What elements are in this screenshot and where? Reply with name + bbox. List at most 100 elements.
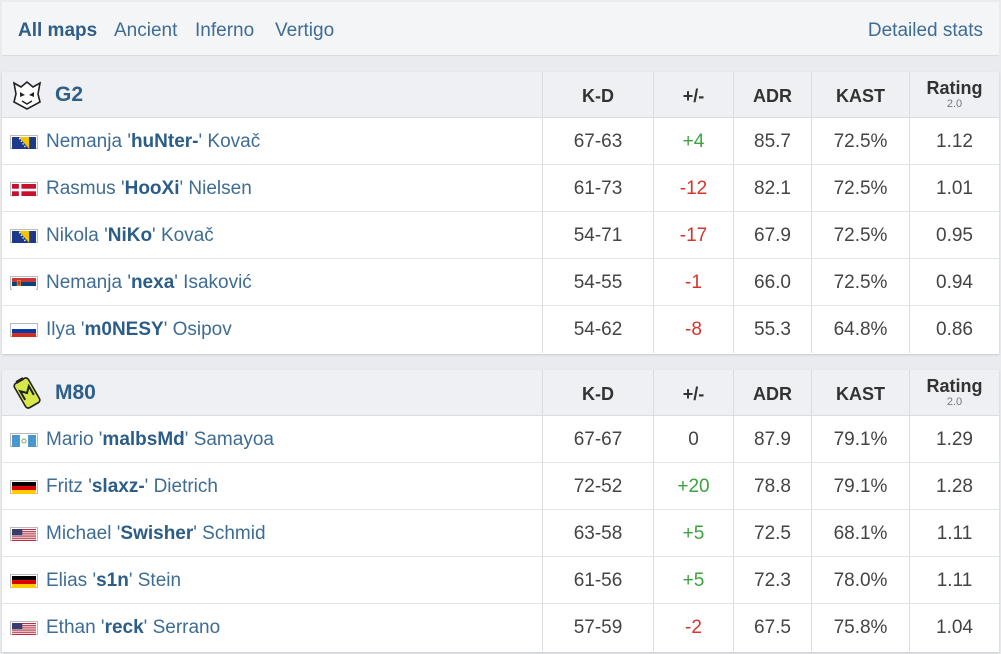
team-name[interactable]: G2 [55, 83, 84, 106]
russia-flag-icon [10, 323, 38, 337]
player-nickname: malbsMd [102, 429, 185, 450]
plus-minus-value: -12 [679, 178, 708, 199]
player-last-name: Kovač [207, 131, 261, 152]
plus-minus-value: -17 [679, 225, 708, 246]
player-last-name: Serrano [152, 617, 221, 638]
kast-value: 75.8% [833, 617, 888, 638]
rating-value: 1.11 [936, 570, 973, 591]
table-row: Ilya 'm0NESY' Osipov 54-62 -8 55.3 64.8% 0.86 [2, 306, 999, 353]
rating-value: 0.95 [936, 225, 973, 246]
denmark-flag-icon [10, 182, 38, 196]
player-first-name: Elias [46, 570, 88, 591]
table-row: Elias 's1n' Stein 61-56 +5 72.3 78.0% 1.11 [2, 557, 999, 604]
col-kd[interactable]: K-D [582, 86, 614, 106]
col-kd[interactable]: K-D [582, 384, 614, 404]
player-first-name: Fritz [46, 476, 83, 497]
player-last-name: Osipov [172, 319, 232, 340]
kast-value: 79.1% [833, 429, 888, 450]
player-link[interactable]: Ethan 'reck' Serrano [46, 617, 221, 638]
serbia-flag-icon [10, 276, 38, 290]
plus-minus-value: +5 [682, 570, 705, 591]
rating-value: 0.86 [936, 319, 973, 340]
player-first-name: Mario [46, 429, 94, 450]
player-link[interactable]: Elias 's1n' Stein [46, 570, 182, 591]
kd-value: 67-63 [573, 131, 623, 152]
player-link[interactable]: Fritz 'slaxz-' Dietrich [46, 476, 218, 497]
player-link[interactable]: Nikola 'NiKo' Kovač [46, 225, 214, 246]
team-header: G2 K-D +/- ADR KAST Rating 2.0 [2, 72, 999, 118]
plus-minus-value: +4 [682, 131, 705, 152]
kast-value: 72.5% [833, 131, 888, 152]
player-first-name: Ilya [46, 319, 76, 340]
kast-value: 72.5% [833, 272, 888, 293]
m80-logo-icon [13, 377, 41, 409]
player-link[interactable]: Nemanja 'nexa' Isaković [46, 272, 252, 293]
player-link[interactable]: Nemanja 'huNter-' Kovač [46, 131, 261, 152]
kd-value: 72-52 [573, 476, 623, 497]
player-nickname: slaxz- [91, 476, 145, 497]
player-link[interactable]: Michael 'Swisher' Schmid [46, 523, 266, 544]
player-nickname: huNter- [130, 131, 199, 152]
bosnia-flag-icon [10, 229, 38, 243]
player-first-name: Ethan [46, 617, 96, 638]
table-row: Nikola 'NiKo' Kovač 54-71 -17 67.9 72.5% 0.95 [2, 212, 999, 259]
kd-value: 54-62 [573, 319, 623, 340]
guatemala-flag-icon [10, 433, 38, 447]
tab-ancient[interactable]: Ancient [114, 20, 178, 41]
adr-value: 72.5 [754, 523, 791, 544]
kd-value: 54-71 [573, 225, 623, 246]
col-plus-minus[interactable]: +/- [682, 384, 705, 404]
player-last-name: Dietrich [153, 476, 218, 497]
kd-value: 61-73 [573, 178, 623, 199]
table-row: Mario 'malbsMd' Samayoa 67-67 0 87.9 79.1% 1.… [2, 416, 999, 463]
kast-value: 68.1% [833, 523, 888, 544]
col-adr[interactable]: ADR [753, 86, 792, 106]
kd-value: 63-58 [573, 523, 623, 544]
col-kast[interactable]: KAST [836, 384, 885, 404]
player-nickname: m0NESY [84, 319, 164, 340]
player-nickname: HooXi [124, 178, 180, 199]
player-link[interactable]: Mario 'malbsMd' Samayoa [46, 429, 274, 450]
team-name[interactable]: M80 [55, 381, 96, 404]
adr-value: 82.1 [754, 178, 791, 199]
plus-minus-value: 0 [688, 429, 699, 450]
usa-flag-icon [10, 621, 38, 635]
player-last-name: Nielsen [188, 178, 252, 199]
adr-value: 66.0 [754, 272, 791, 293]
adr-value: 87.9 [754, 429, 791, 450]
plus-minus-value: -2 [685, 617, 702, 638]
player-last-name: Samayoa [193, 429, 274, 450]
adr-value: 67.5 [754, 617, 791, 638]
player-link[interactable]: Rasmus 'HooXi' Nielsen [46, 178, 252, 199]
team-table-m80: M80 K-D +/- ADR KAST Rating 2.0 Mario 'm… [2, 370, 999, 652]
player-first-name: Rasmus [46, 178, 116, 199]
rating-value: 1.12 [936, 131, 973, 152]
player-link[interactable]: Ilya 'm0NESY' Osipov [46, 319, 232, 340]
col-plus-minus[interactable]: +/- [682, 86, 705, 106]
col-adr[interactable]: ADR [753, 384, 792, 404]
tab-inferno[interactable]: Inferno [195, 20, 255, 41]
col-rating[interactable]: Rating [926, 376, 983, 396]
germany-flag-icon [10, 480, 38, 494]
rating-value: 1.29 [936, 429, 973, 450]
kd-value: 61-56 [573, 570, 623, 591]
kd-value: 54-55 [573, 272, 623, 293]
detailed-stats-link[interactable]: Detailed stats [867, 20, 983, 41]
rating-value: 0.94 [936, 272, 973, 293]
player-nickname: s1n [96, 570, 129, 591]
tab-all-maps[interactable]: All maps [18, 20, 98, 41]
col-rating[interactable]: Rating [926, 78, 983, 98]
rating-value: 1.28 [936, 476, 973, 497]
table-row: Fritz 'slaxz-' Dietrich 72-52 +20 78.8 79.1%… [2, 463, 999, 510]
adr-value: 67.9 [754, 225, 791, 246]
kast-value: 72.5% [833, 178, 888, 199]
col-kast[interactable]: KAST [836, 86, 885, 106]
kast-value: 78.0% [833, 570, 888, 591]
player-last-name: Schmid [202, 523, 266, 544]
table-row: Rasmus 'HooXi' Nielsen 61-73 -12 82.1 72.5% 1… [2, 165, 999, 212]
tab-vertigo[interactable]: Vertigo [275, 20, 335, 41]
adr-value: 85.7 [754, 131, 791, 152]
adr-value: 55.3 [754, 319, 791, 340]
table-row: Ethan 'reck' Serrano 57-59 -2 67.5 75.8% 1.04 [2, 604, 999, 651]
player-last-name: Kovač [160, 225, 214, 246]
